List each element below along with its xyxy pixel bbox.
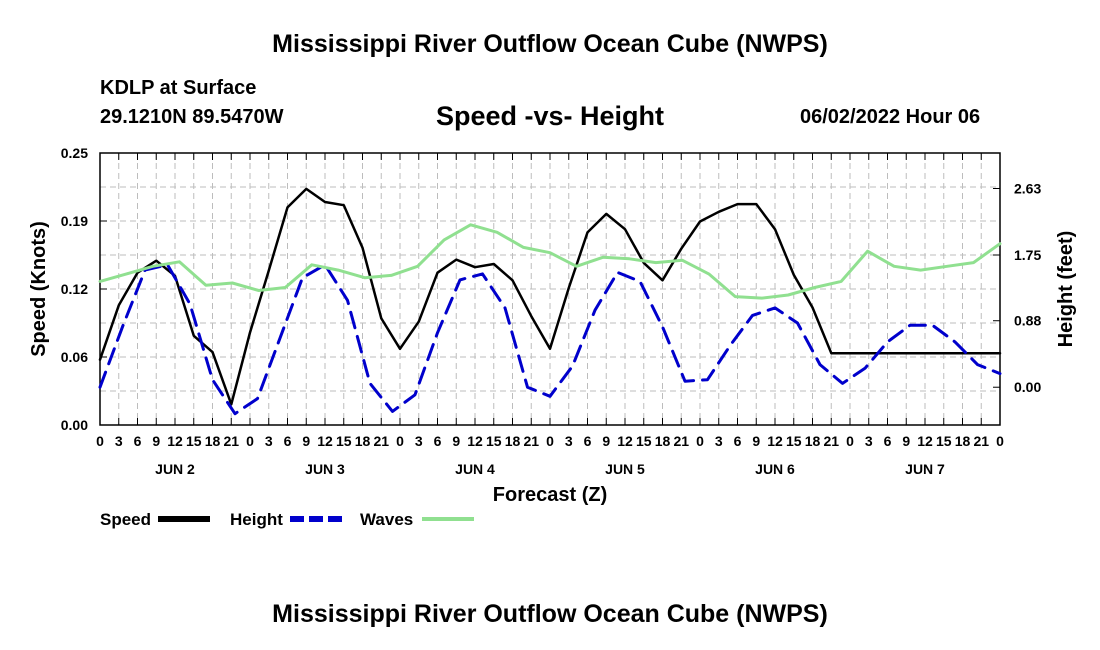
y-tick-label-left: 0.06	[61, 349, 88, 365]
x-tick-label: 18	[955, 433, 971, 449]
x-day-label: JUN 2	[155, 461, 195, 477]
x-tick-label: 15	[336, 433, 352, 449]
forecast-datetime: 06/02/2022 Hour 06	[800, 106, 981, 128]
x-tick-label: 12	[767, 433, 783, 449]
x-tick-label: 3	[565, 433, 573, 449]
x-tick-label: 12	[167, 433, 183, 449]
x-day-label: JUN 6	[755, 461, 795, 477]
x-tick-label: 0	[396, 433, 404, 449]
x-tick-label: 21	[973, 433, 989, 449]
y-tick-label-right: 0.00	[1014, 379, 1041, 395]
x-tick-label: 9	[152, 433, 160, 449]
x-tick-label: 6	[434, 433, 442, 449]
chart-subtitle: Speed -vs- Height	[435, 101, 665, 131]
x-tick-label: 9	[902, 433, 910, 449]
y-tick-label-right: 0.88	[1014, 313, 1041, 329]
x-day-label: JUN 5	[605, 461, 645, 477]
x-tick-label: 6	[884, 433, 892, 449]
x-tick-label: 3	[115, 433, 123, 449]
x-tick-label: 9	[602, 433, 610, 449]
series-line-waves	[98, 223, 1002, 300]
x-tick-label: 18	[205, 433, 221, 449]
x-tick-label: 21	[523, 433, 539, 449]
x-tick-label: 3	[265, 433, 273, 449]
x-tick-label: 21	[223, 433, 239, 449]
x-tick-label: 18	[805, 433, 821, 449]
x-tick-label: 18	[355, 433, 371, 449]
x-tick-label: 0	[696, 433, 704, 449]
x-day-label: JUN 3	[305, 461, 345, 477]
x-tick-label: 15	[936, 433, 952, 449]
x-tick-label: 15	[486, 433, 502, 449]
x-tick-label: 9	[452, 433, 460, 449]
x-tick-label: 0	[546, 433, 554, 449]
x-tick-label: 9	[302, 433, 310, 449]
y-tick-label-left: 0.12	[61, 281, 88, 297]
x-tick-label: 0	[96, 433, 104, 449]
x-tick-label: 12	[317, 433, 333, 449]
x-tick-label: 0	[996, 433, 1004, 449]
x-tick-label: 0	[846, 433, 854, 449]
y-tick-label-right: 1.75	[1014, 247, 1041, 263]
footer-title: Mississippi River Outflow Ocean Cube (NW…	[272, 600, 828, 628]
station-label: KDLP at Surface	[100, 77, 257, 99]
x-tick-label: 15	[636, 433, 652, 449]
x-day-label: JUN 7	[905, 461, 945, 477]
x-tick-label: 21	[673, 433, 689, 449]
x-tick-label: 18	[505, 433, 521, 449]
legend-label-waves: Waves	[360, 510, 413, 529]
x-axis-label: Forecast (Z)	[493, 484, 607, 506]
x-tick-label: 9	[752, 433, 760, 449]
x-tick-label: 18	[655, 433, 671, 449]
y-axis-label-right: Height (feet)	[1055, 231, 1077, 348]
x-tick-label: 15	[186, 433, 202, 449]
y-tick-label-left: 0.00	[61, 417, 88, 433]
x-tick-label: 15	[786, 433, 802, 449]
series-line-speed	[98, 187, 1002, 406]
y-tick-label-right: 2.63	[1014, 181, 1041, 197]
x-tick-label: 3	[415, 433, 423, 449]
x-tick-label: 6	[584, 433, 592, 449]
y-axis-label-left: Speed (Knots)	[28, 221, 50, 357]
page-title: Mississippi River Outflow Ocean Cube (NW…	[272, 30, 828, 58]
x-tick-label: 3	[865, 433, 873, 449]
x-tick-label: 12	[617, 433, 633, 449]
station-coordinates: 29.1210N 89.5470W	[100, 106, 284, 128]
x-tick-label: 0	[246, 433, 254, 449]
series-line-height	[98, 263, 1002, 416]
x-tick-label: 21	[823, 433, 839, 449]
legend-label-speed: Speed	[100, 510, 151, 529]
x-tick-label: 21	[373, 433, 389, 449]
x-tick-label: 12	[467, 433, 483, 449]
y-tick-label-left: 0.25	[61, 145, 88, 161]
x-tick-label: 6	[734, 433, 742, 449]
x-tick-label: 3	[715, 433, 723, 449]
y-tick-label-left: 0.19	[61, 213, 88, 229]
x-tick-label: 6	[284, 433, 292, 449]
x-tick-label: 12	[917, 433, 933, 449]
x-day-label: JUN 4	[455, 461, 495, 477]
x-tick-label: 6	[134, 433, 142, 449]
legend-label-height: Height	[230, 510, 283, 529]
